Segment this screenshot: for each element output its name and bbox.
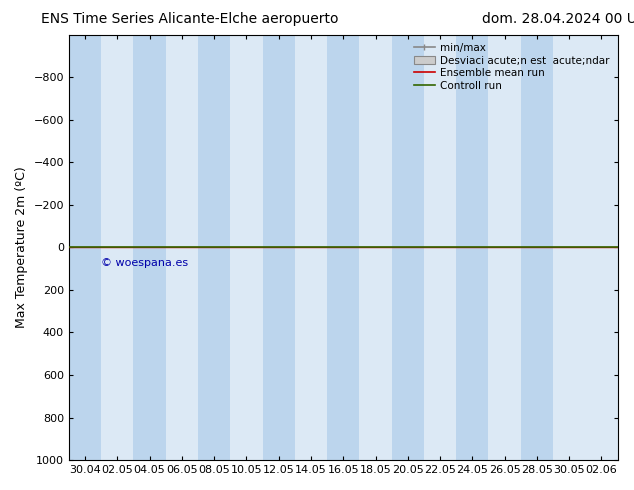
Bar: [134, 35, 165, 460]
Bar: [69, 35, 101, 460]
Y-axis label: Max Temperature 2m (ºC): Max Temperature 2m (ºC): [15, 167, 28, 328]
Legend: min/max, Desviaci acute;n est  acute;ndar, Ensemble mean run, Controll run: min/max, Desviaci acute;n est acute;ndar…: [411, 40, 612, 94]
Bar: [327, 35, 359, 460]
Bar: [198, 35, 230, 460]
Bar: [392, 35, 424, 460]
Bar: [262, 35, 295, 460]
Bar: [456, 35, 488, 460]
Text: ENS Time Series Alicante-Elche aeropuerto: ENS Time Series Alicante-Elche aeropuert…: [41, 12, 339, 26]
Text: © woespana.es: © woespana.es: [101, 258, 188, 268]
Bar: [521, 35, 553, 460]
Text: dom. 28.04.2024 00 UTC: dom. 28.04.2024 00 UTC: [482, 12, 634, 26]
